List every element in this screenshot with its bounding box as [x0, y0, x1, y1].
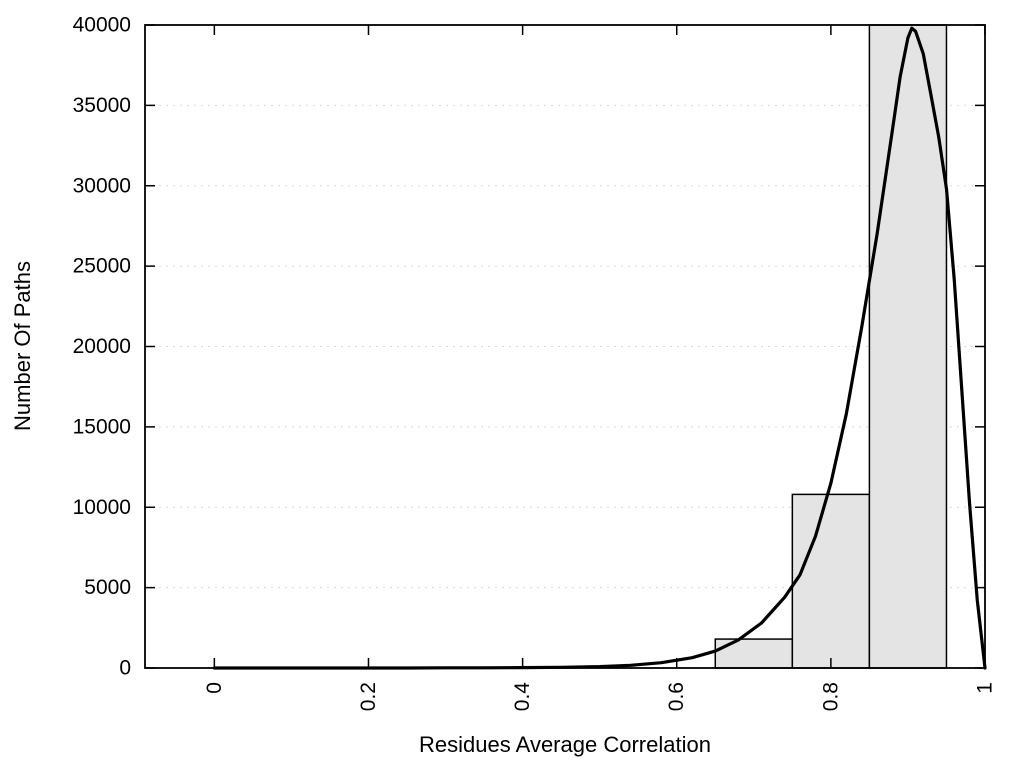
- x-tick-label: 0.4: [511, 682, 534, 712]
- y-tick-label: 15000: [73, 415, 131, 438]
- x-tick-label: 0.2: [357, 682, 380, 711]
- tick-layer: [145, 24, 986, 669]
- y-tick-label: 20000: [73, 335, 131, 358]
- y-tick-label: 40000: [73, 14, 131, 37]
- y-tick-label: 5000: [84, 576, 131, 599]
- y-tick-label: 35000: [73, 94, 131, 117]
- histogram-bar: [868, 24, 948, 669]
- x-tick-label: 0.6: [665, 682, 688, 711]
- y-tick-label: 0: [119, 657, 131, 680]
- tick-label-layer: 0 5000 10000 15000 20000 25000 30000 35000 40000…: [73, 14, 997, 712]
- y-tick-label: 25000: [73, 255, 131, 278]
- histogram-bar: [791, 493, 871, 669]
- y-tick-label: 10000: [73, 496, 131, 519]
- x-tick-label: 0: [203, 682, 226, 694]
- y-axis-title: Number Of Paths: [10, 261, 35, 431]
- histogram-bar: [714, 638, 794, 669]
- x-tick-label: 0.8: [819, 682, 842, 711]
- x-axis-title: Residues Average Correlation: [419, 732, 711, 757]
- x-tick-label: 1: [974, 682, 997, 694]
- histogram-bars: [714, 24, 948, 669]
- y-tick-label: 30000: [73, 174, 131, 197]
